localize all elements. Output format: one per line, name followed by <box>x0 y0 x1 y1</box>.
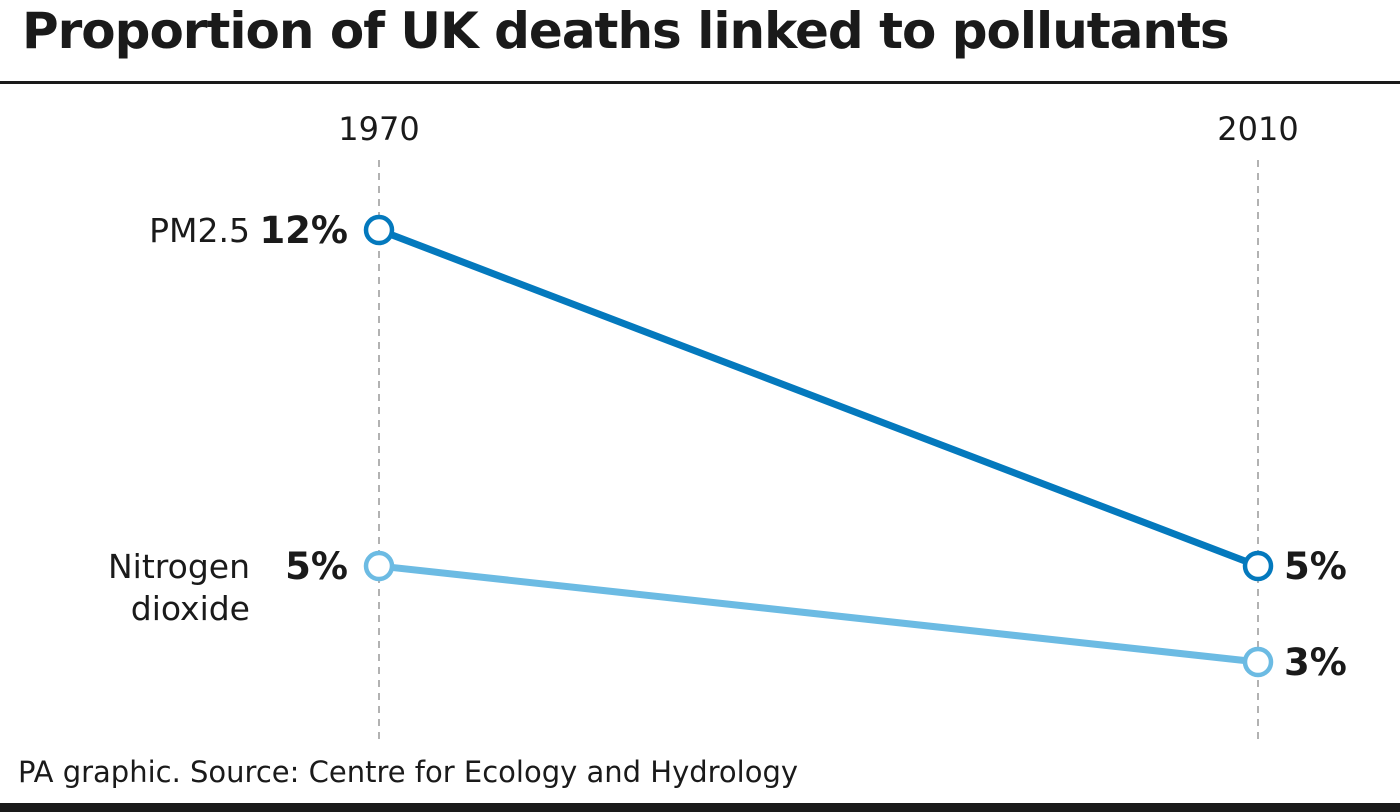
data-point <box>363 550 395 582</box>
series-name-label: Nitrogen <box>108 547 250 586</box>
chart-title: Proportion of UK deaths linked to pollut… <box>22 2 1230 60</box>
series-line-0 <box>375 226 1262 570</box>
title-divider <box>0 81 1400 84</box>
data-point <box>1242 646 1274 678</box>
data-label: 3% <box>1284 641 1347 684</box>
x-tick-label: 1970 <box>338 110 419 148</box>
data-label: 5% <box>1284 545 1347 588</box>
data-point <box>363 214 395 246</box>
series-name-label: PM2.5 <box>149 211 250 250</box>
data-point <box>1242 550 1274 582</box>
data-label: 5% <box>285 545 348 588</box>
series-line-1 <box>375 562 1262 666</box>
series-name-label: dioxide <box>131 589 250 628</box>
bottom-bar <box>0 803 1400 812</box>
x-tick-label: 2010 <box>1217 110 1298 148</box>
source-note: PA graphic. Source: Centre for Ecology a… <box>18 755 799 789</box>
data-label: 12% <box>259 209 348 252</box>
